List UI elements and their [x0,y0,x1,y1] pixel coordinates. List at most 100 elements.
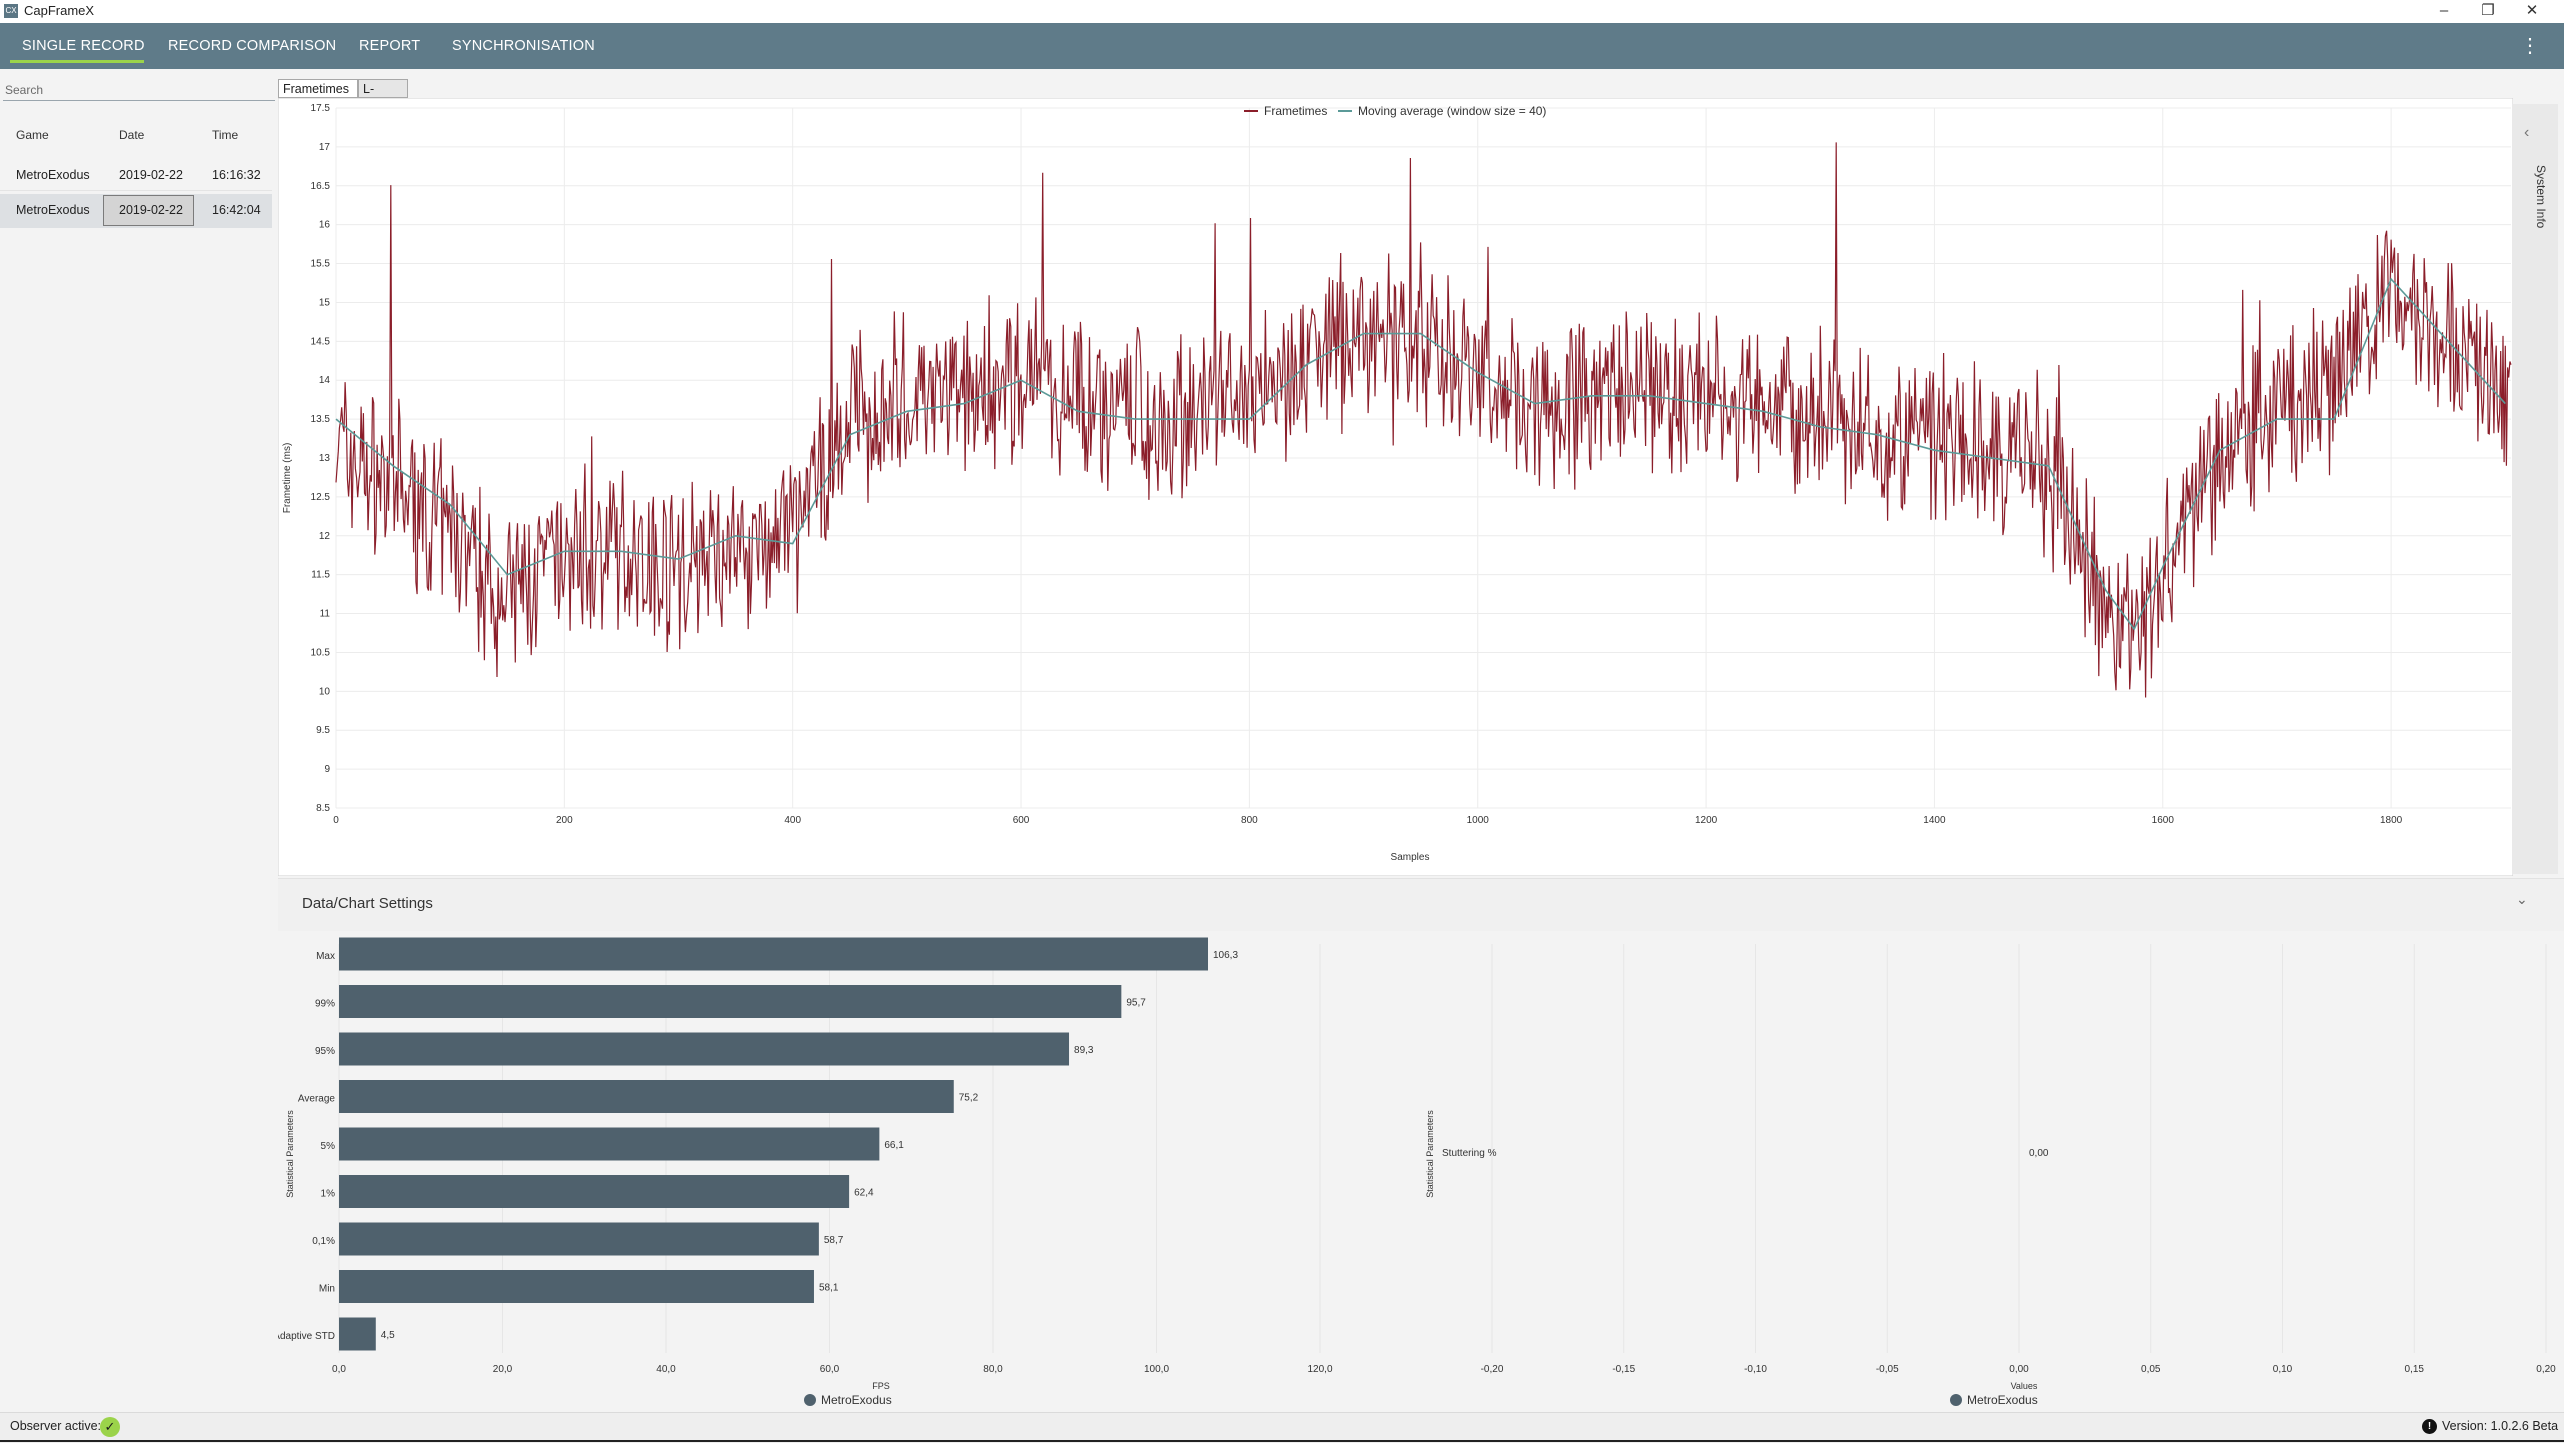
bar-value-label: 58,1 [819,1283,839,1294]
bar [339,1127,880,1161]
record-row-2-date[interactable]: 2019-02-22 [119,203,183,217]
chart-background [278,98,2513,876]
tab-frametimes[interactable]: Frametimes [278,79,358,98]
bar-category-label: 0,1% [312,1236,335,1247]
y-axis-label: Frametime (ms) [282,443,293,514]
bar-x-tick-label: 0,0 [332,1364,346,1375]
data-chart-settings-title[interactable]: Data/Chart Settings [302,895,433,912]
stuttering-chart: -0,20 -0,15 -0,10 -0,05 0,00 0,05 0,10 0,15 0,20… [1425,944,2557,1407]
row-divider [0,190,272,191]
series-moving-average-line [335,277,2506,631]
x-tick-label: 800 [1241,815,1258,826]
bar-x-tick-label: 80,0 [983,1364,1003,1375]
tab-record-comparison[interactable]: RECORD COMPARISON [168,38,337,54]
y-tick-label: 16.5 [311,181,331,192]
column-header-time[interactable]: Time [212,128,239,142]
stuttering-category-label: Stuttering % [1442,1148,1497,1159]
record-row-1-game[interactable]: MetroExodus [16,168,90,182]
tab-l-shape[interactable]: L-shape [358,79,408,114]
minimize-icon[interactable]: – [2439,2,2449,19]
data-chart-settings-header[interactable] [278,878,2564,931]
bar-value-label: 66,1 [884,1140,904,1151]
bar [339,985,1122,1018]
bar [339,937,1209,971]
version-label: Version: 1.0.2.6 Beta [2442,1419,2559,1433]
bar-category-label: 95% [315,1046,335,1057]
app-logo-icon: CX [4,4,18,18]
column-header-date[interactable]: Date [119,128,145,142]
stuttering-chart-gridlines [1491,944,2547,1353]
bar-value-label: 62,4 [854,1188,874,1199]
bar [339,1222,819,1256]
search-input[interactable] [3,80,275,101]
legend-moving-average: Moving average (window size = 40) [1358,104,1546,118]
bar-x-tick-label: 120,0 [1307,1364,1332,1375]
x-tick-label: 1400 [1923,815,1946,826]
y-tick-label: 17 [319,142,331,153]
stutter-x-tick-label: -0,10 [1744,1364,1767,1375]
y-tick-label: 9.5 [316,725,330,736]
statistics-bar-chart: Max 106,3 99% 95,7 95% 89,3 Average 75,2 5% 66,1 1… [278,937,1333,1407]
y-tick-label: 15 [319,297,331,308]
bar-chart-x-ticks: 0,0 20,0 40,0 60,0 80,0 100,0 120,0 [332,1364,1333,1375]
bar-chart-legend: MetroExodus [821,1393,892,1407]
x-tick-label: 0 [333,815,339,826]
stuttering-chart-y-axis-label: Statistical Parameters [1425,1110,1435,1198]
x-axis-ticks: 0 200 400 600 800 1000 1200 1400 1600 1800 [333,815,2402,826]
check-icon: ✓ [100,1417,120,1437]
stuttering-chart-x-ticks: -0,20 -0,15 -0,10 -0,05 0,00 0,05 0,10 0,15 0,20 [1481,1364,2557,1375]
restore-icon[interactable]: ❐ [2481,2,2495,19]
bar-value-label: 89,3 [1074,1045,1094,1056]
stuttering-chart-legend-swatch [1950,1394,1962,1406]
y-tick-label: 10.5 [311,647,331,658]
bar-x-tick-label: 60,0 [820,1364,840,1375]
chevron-down-icon[interactable]: ⌄ [2516,891,2528,907]
more-vertical-icon[interactable]: ⋮ [2520,35,2540,57]
bar-value-label: 58,7 [824,1235,844,1246]
column-header-game[interactable]: Game [16,128,49,142]
tab-synchronisation[interactable]: SYNCHRONISATION [452,38,595,54]
bar-category-label: Max [316,951,335,962]
x-tick-label: 1800 [2380,815,2403,826]
bar-value-label: 75,2 [959,1093,979,1104]
bar-value-label: 95,7 [1126,998,1146,1009]
bar-chart-legend-swatch [804,1394,816,1406]
stutter-x-tick-label: 0,00 [2009,1364,2029,1375]
record-row-1-time[interactable]: 16:16:32 [212,168,261,182]
tab-single-record[interactable]: SINGLE RECORD [22,38,145,54]
y-tick-label: 13 [319,453,331,464]
record-row-2-game[interactable]: MetroExodus [16,203,90,217]
chart-legend: Frametimes Moving average (window size =… [1244,104,1546,118]
x-tick-label: 200 [556,815,573,826]
bar-category-label: Average [298,1094,336,1105]
chart-gridlines [335,107,2511,809]
frametime-chart[interactable]: 8.5 9 9.5 10 10.5 11 11.5 12 12.5 13 13.5 14 14.5 15 1… [278,98,2513,876]
stutter-x-tick-label: 0,15 [2405,1364,2425,1375]
system-info-label[interactable]: System Info [2534,165,2548,229]
x-tick-label: 600 [1013,815,1030,826]
close-icon[interactable]: ✕ [2525,2,2539,19]
y-tick-label: 17.5 [311,103,331,114]
x-tick-label: 1000 [1467,815,1490,826]
bar-chart-y-axis-label: Statistical Parameters [285,1110,295,1198]
stutter-x-tick-label: -0,05 [1876,1364,1899,1375]
bar-category-label: 1% [321,1189,336,1200]
record-row-1-date[interactable]: 2019-02-22 [119,168,183,182]
stuttering-value-label: 0,00 [2029,1148,2049,1159]
chevron-left-icon[interactable]: ‹ [2524,124,2530,141]
bar-category-label: 99% [315,999,335,1010]
record-row-2-time[interactable]: 16:42:04 [212,203,261,217]
x-tick-label: 1200 [1695,815,1718,826]
bar-value-label: 4,5 [381,1330,395,1341]
y-tick-label: 11.5 [311,570,330,581]
bar-x-tick-label: 20,0 [493,1364,513,1375]
tab-report[interactable]: REPORT [359,38,421,54]
system-info-panel[interactable] [2512,104,2558,874]
bar-category-label: Min [319,1284,335,1295]
y-tick-label: 12.5 [311,492,331,503]
status-bar [0,1412,2564,1443]
bar-x-tick-label: 40,0 [656,1364,676,1375]
main-navigation [0,23,2564,69]
bar-x-tick-label: 100,0 [1144,1364,1169,1375]
window-title: CapFrameX [24,3,95,18]
